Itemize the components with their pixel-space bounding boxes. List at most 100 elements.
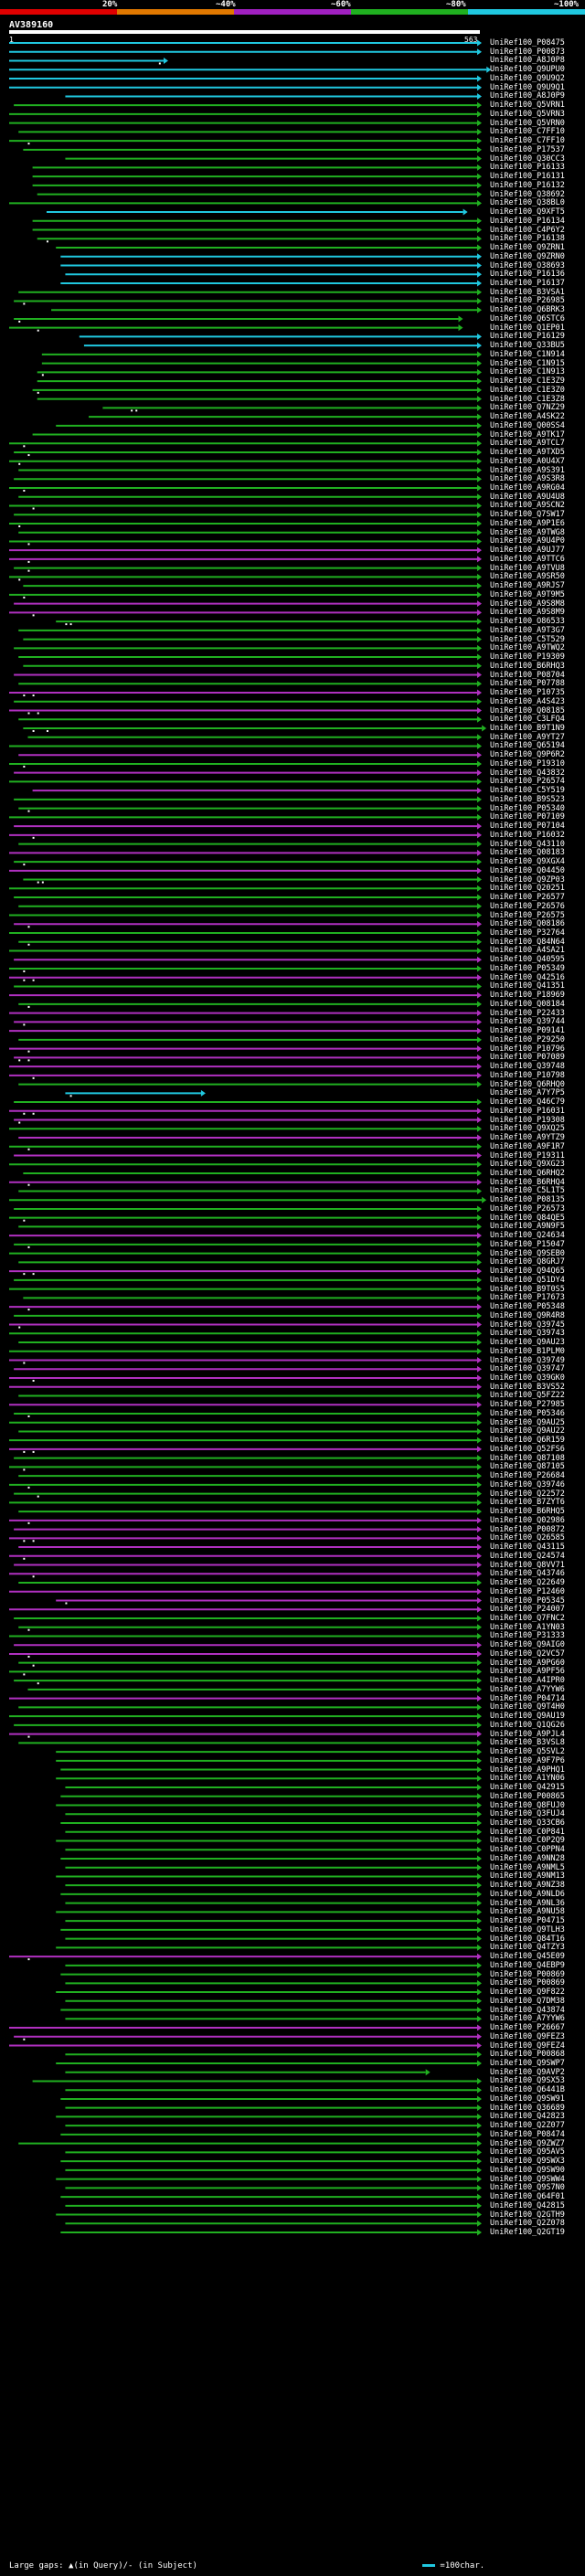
hit-label[interactable]: UniRef100_A9F1R7 <box>490 1141 565 1151</box>
hit-label[interactable]: UniRef100_Q9SWP7 <box>490 2058 565 2068</box>
hit-label[interactable]: UniRef100_Q36689 <box>490 2103 565 2113</box>
hit-label[interactable]: UniRef100_Q2GTH9 <box>490 2210 565 2220</box>
hit-label[interactable]: UniRef100_Q2GT19 <box>490 2228 565 2238</box>
hit-label[interactable]: UniRef100_P16131 <box>490 172 565 182</box>
hit-label[interactable]: UniRef100_A9S8M9 <box>490 608 565 618</box>
hit-label[interactable]: UniRef100_A9T9M5 <box>490 589 565 599</box>
hit-label[interactable]: UniRef100_O38693 <box>490 260 565 270</box>
hit-label[interactable]: UniRef100_P26573 <box>490 1203 565 1214</box>
hit-label[interactable]: UniRef100_Q04450 <box>490 865 565 875</box>
hit-label[interactable]: UniRef100_Q26585 <box>490 1533 565 1543</box>
hit-label[interactable]: UniRef100_P16134 <box>490 216 565 226</box>
hit-label[interactable]: UniRef100_Q9U9Q2 <box>490 73 565 83</box>
hit-label[interactable]: UniRef100_Q9ZRN1 <box>490 243 565 253</box>
hit-label[interactable]: UniRef100_Q9SWX3 <box>490 2157 565 2167</box>
hit-label[interactable]: UniRef100_P26985 <box>490 296 565 306</box>
hit-label[interactable]: UniRef100_Q08183 <box>490 848 565 858</box>
hit-label[interactable]: UniRef100_P19308 <box>490 1115 565 1125</box>
hit-label[interactable]: UniRef100_Q5FZ22 <box>490 1391 565 1401</box>
hit-label[interactable]: UniRef100_P16132 <box>490 180 565 190</box>
hit-label[interactable]: UniRef100_C5T529 <box>490 634 565 644</box>
hit-label[interactable]: UniRef100_Q9XG23 <box>490 1160 565 1170</box>
hit-label[interactable]: UniRef100_Q9AU23 <box>490 1338 565 1348</box>
hit-label[interactable]: UniRef100_A9RJS7 <box>490 581 565 591</box>
hit-label[interactable]: UniRef100_Q9SEB0 <box>490 1248 565 1258</box>
hit-label[interactable]: UniRef100_C5Y519 <box>490 786 565 796</box>
hit-label[interactable]: UniRef100_A4IPR0 <box>490 1676 565 1686</box>
hit-label[interactable]: UniRef100_C1N913 <box>490 367 565 377</box>
hit-label[interactable]: UniRef100_P27985 <box>490 1400 565 1410</box>
hit-label[interactable]: UniRef100_B9T1N9 <box>490 723 565 733</box>
hit-label[interactable]: UniRef100_P16032 <box>490 830 565 840</box>
hit-label[interactable]: UniRef100_B6RHQ4 <box>490 1177 565 1187</box>
hit-label[interactable]: UniRef100_A9P1E6 <box>490 518 565 528</box>
hit-label[interactable]: UniRef100_Q08184 <box>490 999 565 1009</box>
hit-label[interactable]: UniRef100_A9F7P6 <box>490 1755 565 1765</box>
hit-label[interactable]: UniRef100_Q9S7N0 <box>490 2183 565 2193</box>
hit-label[interactable]: UniRef100_Q1QG26 <box>490 1720 565 1730</box>
hit-label[interactable]: UniRef100_Q9XGX4 <box>490 857 565 867</box>
hit-label[interactable]: UniRef100_P26575 <box>490 910 565 920</box>
hit-label[interactable]: UniRef100_Q39749 <box>490 1355 565 1365</box>
hit-label[interactable]: UniRef100_Q43746 <box>490 1569 565 1579</box>
hit-label[interactable]: UniRef100_Q8VV71 <box>490 1560 565 1570</box>
hit-label[interactable]: UniRef100_A9TXD5 <box>490 448 565 458</box>
hit-label[interactable]: UniRef100_A8J0P8 <box>490 56 565 66</box>
hit-label[interactable]: UniRef100_Q08186 <box>490 919 565 929</box>
hit-label[interactable]: UniRef100_P29250 <box>490 1034 565 1044</box>
hit-label[interactable]: UniRef100_Q41351 <box>490 981 565 991</box>
hit-label[interactable]: UniRef100_B6RHQ3 <box>490 661 565 671</box>
hit-label[interactable]: UniRef100_Q43110 <box>490 839 565 849</box>
hit-label[interactable]: UniRef100_P31333 <box>490 1631 565 1641</box>
hit-label[interactable]: UniRef100_Q84T16 <box>490 1934 565 1944</box>
hit-label[interactable]: UniRef100_P07089 <box>490 1053 565 1063</box>
hit-label[interactable]: UniRef100_A9SR50 <box>490 572 565 582</box>
hit-label[interactable]: UniRef100_A9UJ77 <box>490 546 565 556</box>
hit-label[interactable]: UniRef100_P18969 <box>490 991 565 1001</box>
hit-label[interactable]: UniRef100_P05345 <box>490 1595 565 1606</box>
hit-label[interactable]: UniRef100_Q43832 <box>490 768 565 778</box>
hit-label[interactable]: UniRef100_P07104 <box>490 822 565 832</box>
hit-label[interactable]: UniRef100_B3VS52 <box>490 1382 565 1392</box>
hit-label[interactable]: UniRef100_A9PHQ1 <box>490 1765 565 1775</box>
hit-label[interactable]: UniRef100_A7YYW6 <box>490 1684 565 1694</box>
hit-label[interactable]: UniRef100_Q9ZRN0 <box>490 251 565 261</box>
hit-label[interactable]: UniRef100_P00872 <box>490 1524 565 1534</box>
hit-label[interactable]: UniRef100_Q64F01 <box>490 2192 565 2202</box>
hit-label[interactable]: UniRef100_A9NZ38 <box>490 1881 565 1891</box>
hit-label[interactable]: UniRef100_A9TK17 <box>490 429 565 440</box>
hit-label[interactable]: UniRef100_A9YT27 <box>490 732 565 742</box>
hit-label[interactable]: UniRef100_P16133 <box>490 163 565 173</box>
hit-label[interactable]: UniRef100_A9S8M8 <box>490 599 565 609</box>
hit-label[interactable]: UniRef100_Q43874 <box>490 2005 565 2015</box>
hit-label[interactable]: UniRef100_Q2Z077 <box>490 2121 565 2131</box>
hit-label[interactable]: UniRef100_Q7SW17 <box>490 510 565 520</box>
hit-label[interactable]: UniRef100_Q46C79 <box>490 1097 565 1108</box>
hit-label[interactable]: UniRef100_Q2VC57 <box>490 1648 565 1659</box>
hit-label[interactable]: UniRef100_Q9SW91 <box>490 2094 565 2104</box>
hit-label[interactable]: UniRef100_Q4EBP9 <box>490 1960 565 1970</box>
hit-label[interactable]: UniRef100_Q9SX53 <box>490 2076 565 2086</box>
hit-label[interactable]: UniRef100_A9T3G7 <box>490 625 565 635</box>
hit-label[interactable]: UniRef100_P00869 <box>490 1969 565 1979</box>
hit-label[interactable]: UniRef100_Q5VRN3 <box>490 109 565 119</box>
hit-label[interactable]: UniRef100_Q2Z078 <box>490 2219 565 2229</box>
hit-label[interactable]: UniRef100_A9PG60 <box>490 1658 565 1668</box>
hit-label[interactable]: UniRef100_Q40595 <box>490 955 565 965</box>
hit-label[interactable]: UniRef100_A4S423 <box>490 696 565 706</box>
hit-label[interactable]: UniRef100_P26574 <box>490 777 565 787</box>
hit-label[interactable]: UniRef100_P15047 <box>490 1239 565 1249</box>
hit-label[interactable]: UniRef100_Q95AV5 <box>490 2147 565 2157</box>
hit-label[interactable]: UniRef100_P16136 <box>490 270 565 280</box>
hit-label[interactable]: UniRef100_C1E3Z8 <box>490 394 565 404</box>
hit-label[interactable]: UniRef100_A1YN06 <box>490 1774 565 1784</box>
hit-label[interactable]: UniRef100_A9U4U8 <box>490 492 565 502</box>
hit-label[interactable]: UniRef100_Q7NZ29 <box>490 403 565 413</box>
hit-label[interactable]: UniRef100_P26576 <box>490 901 565 911</box>
hit-label[interactable]: UniRef100_A4SK22 <box>490 412 565 422</box>
hit-label[interactable]: UniRef100_Q7FNC2 <box>490 1613 565 1623</box>
hit-label[interactable]: UniRef100_Q00SS4 <box>490 420 565 430</box>
hit-label[interactable]: UniRef100_Q9UPU0 <box>490 65 565 75</box>
hit-label[interactable]: UniRef100_P19310 <box>490 758 565 769</box>
hit-label[interactable]: UniRef100_C1E3Z0 <box>490 385 565 395</box>
